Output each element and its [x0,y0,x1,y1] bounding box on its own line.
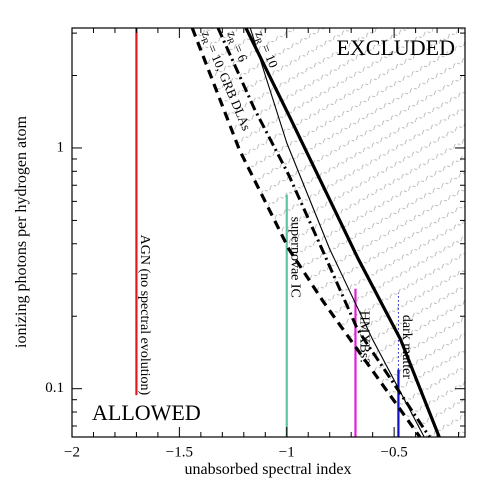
region-label: EXCLUDED [336,35,455,60]
curve-label-main: z [252,28,268,39]
x-axis-label: unabsorbed spectral index [184,461,351,478]
curve-label: zR = 6 [223,28,251,65]
x-tick-label: −1.5 [166,444,193,460]
curve-label-main: z [225,28,241,39]
x-tick-label: −1 [279,444,295,460]
vertical-label: supernovae IC [288,217,303,298]
x-tick-label: −2 [64,444,80,460]
vertical-label: AGN (no spectral evolution) [137,235,152,396]
y-tick-label: 0.1 [45,380,64,396]
curve [249,27,425,438]
region-label: ALLOWED [92,400,201,425]
x-tick-label: −0.5 [381,444,408,460]
curve-label-main: z [199,28,215,39]
curve-label-rest: = 6 [229,39,251,64]
plot-frame [71,27,466,438]
curve [244,27,441,438]
curve [216,27,431,438]
curve-label-sub: R [253,37,265,46]
curve-label-sub: R [199,37,211,46]
curve-label-sub: R [225,37,237,46]
y-tick-label: 1 [57,139,65,155]
curve [190,27,422,438]
y-axis-label: ionizing photons per hydrogen atom [13,115,30,348]
